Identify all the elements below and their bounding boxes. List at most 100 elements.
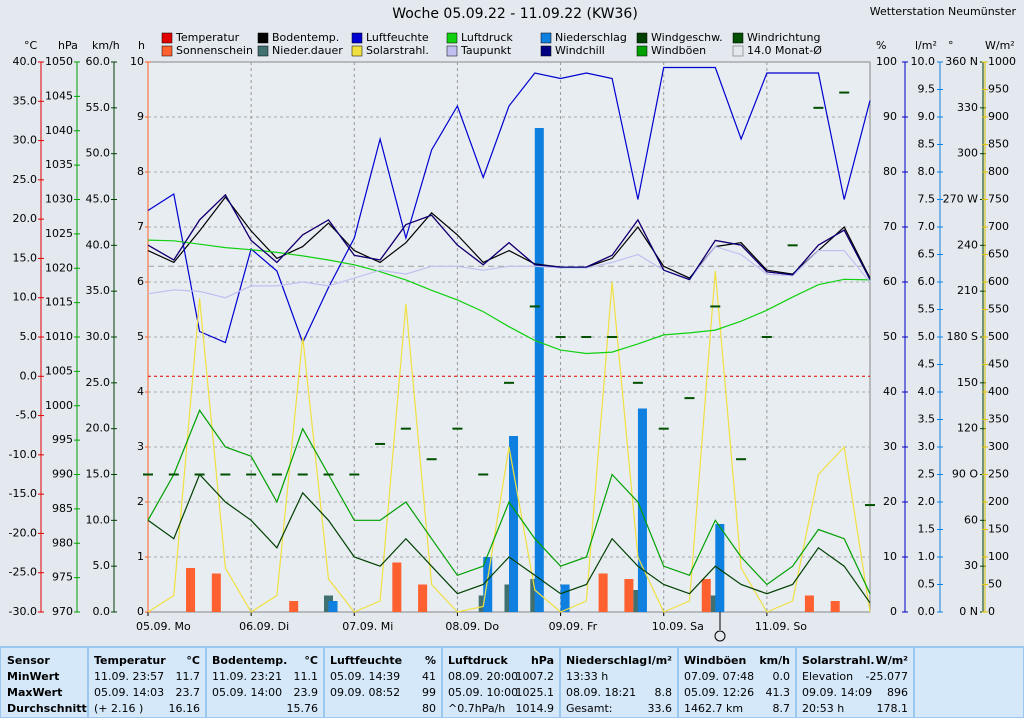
cell-value: 1025.1 (516, 686, 555, 699)
clock-icon (714, 630, 726, 642)
direction-dot (607, 336, 618, 338)
legend-swatch (636, 45, 648, 57)
cell-text: 05.09. 10:00 (448, 686, 518, 699)
tick-label: 250 (988, 468, 1009, 481)
x-tick-label: 09.09. Fr (549, 620, 598, 633)
tick-label: 5.0 (93, 559, 111, 572)
direction-dot (271, 473, 282, 476)
tick-label: 1005 (45, 364, 73, 377)
tick-label: 90 (883, 110, 897, 123)
direction-dot (504, 381, 514, 384)
column-header: Temperatur (94, 654, 166, 667)
direction-dot (426, 458, 437, 461)
tick-label: 700 (988, 220, 1009, 233)
tick-label: 40.0 (13, 55, 38, 68)
tick-label: 350 (988, 413, 1009, 426)
tick-label: 1.5 (918, 523, 936, 536)
cell-value: 11.7 (176, 670, 201, 683)
cell-text: 08.09. 18:21 (566, 686, 636, 699)
tick-label: 30 (883, 440, 897, 453)
tick-label: 300 (957, 147, 978, 160)
table-cell (325, 648, 441, 717)
column-header: Bodentemp. (212, 654, 287, 667)
tick-label: 40 (883, 385, 897, 398)
axis-unit: ° (948, 39, 954, 52)
tick-label: 400 (988, 385, 1009, 398)
cell-value: 896 (887, 686, 908, 699)
legend-label: Bodentemp. (272, 31, 339, 44)
direction-dot (865, 504, 875, 507)
cell-value: 0.0 (773, 670, 791, 683)
cell-value: 1014.9 (516, 702, 555, 715)
tick-label: 360 N (945, 55, 978, 68)
direction-dot (400, 427, 411, 430)
direction-dot (220, 473, 231, 476)
direction-dot (375, 442, 386, 445)
axis-unit: l/m² (915, 39, 937, 52)
tick-label: 6 (137, 275, 144, 288)
tick-label: 990 (52, 468, 73, 481)
tick-label: 0 (890, 605, 897, 618)
bar (418, 584, 428, 612)
tick-label: 995 (52, 433, 73, 446)
bar (624, 579, 634, 612)
axis-unit: h (138, 39, 145, 52)
direction-dot (143, 473, 153, 476)
cell-text: 11.09. 23:21 (212, 670, 282, 683)
legend-label: Sonnenschein (176, 44, 253, 57)
cell-text: 05.09. 12:26 (684, 686, 754, 699)
direction-dot (323, 473, 334, 476)
x-tick-label: 10.09. Sa (652, 620, 704, 633)
tick-label: 1 (137, 550, 144, 563)
tick-label: 90 O (952, 468, 978, 481)
tick-label: 950 (988, 83, 1009, 96)
tick-label: 650 (988, 248, 1009, 261)
series-line (147, 409, 871, 594)
tick-label: 3.0 (918, 440, 936, 453)
tick-label: 30.0 (13, 134, 38, 147)
tick-label: 20.0 (13, 212, 38, 225)
direction-dot (349, 473, 360, 476)
column-unit: W/m² (876, 654, 909, 667)
cell-value: 33.6 (648, 702, 673, 715)
tick-label: 800 (988, 165, 1009, 178)
tick-label: 1050 (45, 55, 73, 68)
bar (211, 573, 221, 612)
tick-label: 200 (988, 495, 1009, 508)
tick-label: 100 (876, 55, 897, 68)
tick-label: 0 (137, 605, 144, 618)
cell-text: 08.09. 20:00 (448, 670, 518, 683)
tick-label: 4 (137, 385, 144, 398)
legend-swatch (540, 45, 552, 57)
tick-label: 35.0 (86, 284, 111, 297)
table-header: Sensor (7, 654, 50, 667)
cell-value: 8.8 (655, 686, 673, 699)
series-line (147, 196, 871, 279)
tick-label: 900 (988, 110, 1009, 123)
cell-text: 05.09. 14:03 (94, 686, 164, 699)
legend-label: Luftfeuchte (366, 31, 429, 44)
x-tick-label: 08.09. Do (445, 620, 499, 633)
tick-label: 70 (883, 220, 897, 233)
cell-text: 1462.7 km (684, 702, 743, 715)
legend-swatch (636, 32, 648, 44)
legend-label: Windböen (651, 44, 706, 57)
series-line (147, 245, 871, 299)
tick-label: 35.0 (13, 94, 38, 107)
bar (289, 601, 299, 612)
tick-label: 50 (883, 330, 897, 343)
legend-label: Temperatur (175, 31, 240, 44)
axis-unit: hPa (58, 39, 78, 52)
legend-label: Solarstrahl. (366, 44, 429, 57)
tick-label: 2.0 (918, 495, 936, 508)
tick-label: 240 (957, 238, 978, 251)
tick-label: 60.0 (86, 55, 111, 68)
legend-checkbox (732, 45, 744, 57)
axis-unit: W/m² (985, 39, 1015, 52)
tick-label: 6.5 (918, 248, 936, 261)
column-header: Solarstrahl. (802, 654, 875, 667)
tick-label: 5.5 (918, 303, 936, 316)
tick-label: 10.0 (13, 291, 38, 304)
tick-label: -5.0 (16, 409, 37, 422)
